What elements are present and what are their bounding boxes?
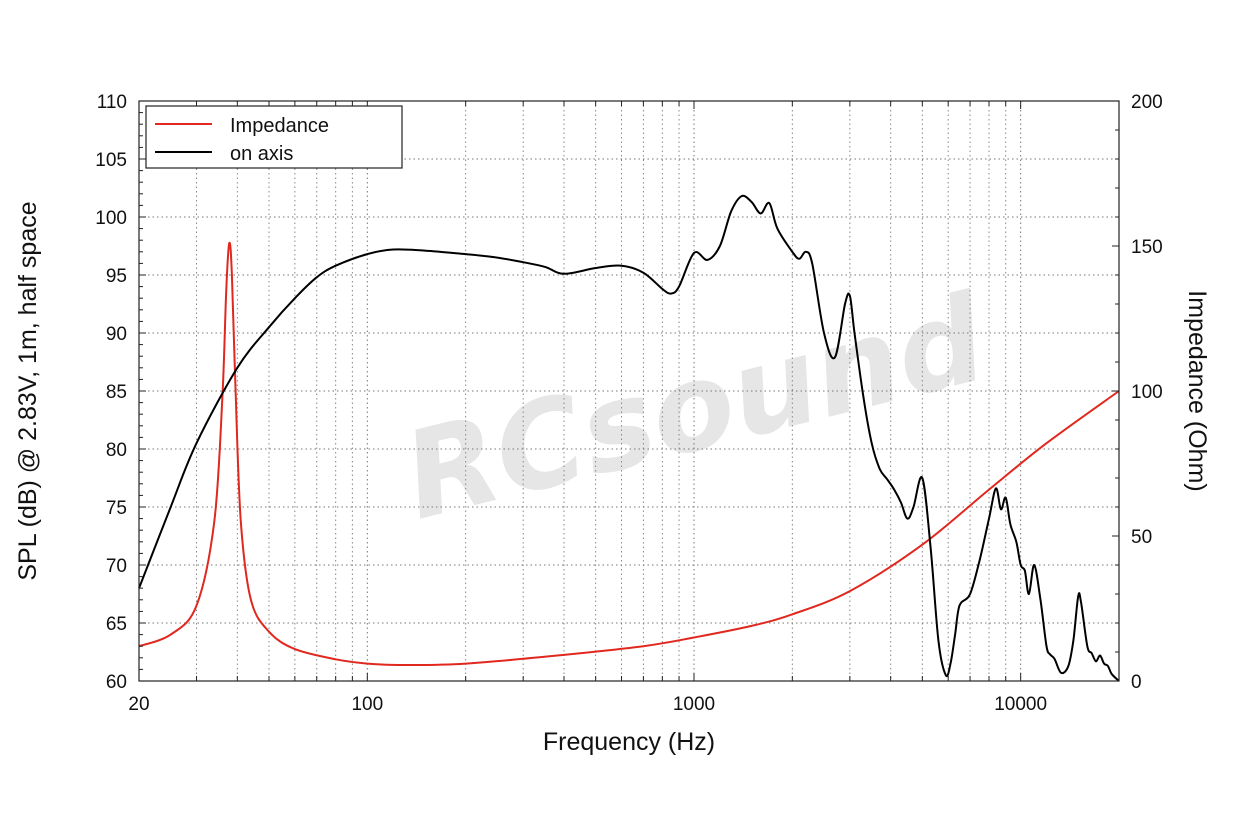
y-tick-label: 60 — [106, 672, 127, 693]
y-tick-label: 110 — [97, 92, 127, 113]
y2-tick-label: 50 — [1131, 527, 1152, 548]
y-tick-label: 75 — [106, 498, 127, 519]
y-tick-label: 70 — [106, 556, 127, 577]
y2-tick-label: 200 — [1131, 92, 1163, 113]
y-tick-label: 105 — [95, 150, 127, 171]
watermark-text: RCsound — [391, 269, 999, 547]
y-axis-title: SPL (dB) @ 2.83V, 1m, half space — [14, 201, 42, 580]
y-tick-label: 85 — [106, 382, 127, 403]
y2-tick-label: 0 — [1131, 672, 1142, 693]
x-tick-label: 10000 — [994, 694, 1047, 715]
legend-box — [145, 105, 403, 169]
y2-tick-label: 100 — [1131, 382, 1163, 403]
y-tick-label: 100 — [95, 208, 127, 229]
series-line-on-axis — [138, 194, 1120, 682]
y2-axis-title: Impedance (Ohm) — [1183, 290, 1211, 491]
x-tick-label: 1000 — [673, 694, 715, 715]
legend-label-impedance: Impedance — [230, 115, 329, 137]
series-layer — [138, 194, 1120, 682]
legend-label-on-axis: on axis — [230, 143, 293, 165]
x-axis-title: Frequency (Hz) — [543, 728, 715, 756]
series-line-impedance — [138, 241, 1120, 667]
legend: Impedance on axis — [145, 105, 403, 169]
x-tick-label: 20 — [128, 694, 149, 715]
y-tick-labels: 60 65 70 75 80 85 90 95 100 105 110 — [95, 92, 127, 693]
y-tick-label: 80 — [106, 440, 127, 461]
y-tick-label: 95 — [106, 266, 127, 287]
y2-tick-labels: 0 50 100 150 200 — [1131, 92, 1163, 693]
x-tick-labels: 20 100 1000 10000 — [128, 694, 1047, 715]
y2-tick-label: 150 — [1131, 237, 1163, 258]
watermark: RCsound — [391, 269, 999, 547]
axis-ticks — [139, 100, 1119, 682]
y-tick-label: 90 — [106, 324, 127, 345]
y-tick-label: 65 — [106, 614, 127, 635]
x-tick-label: 100 — [351, 694, 383, 715]
